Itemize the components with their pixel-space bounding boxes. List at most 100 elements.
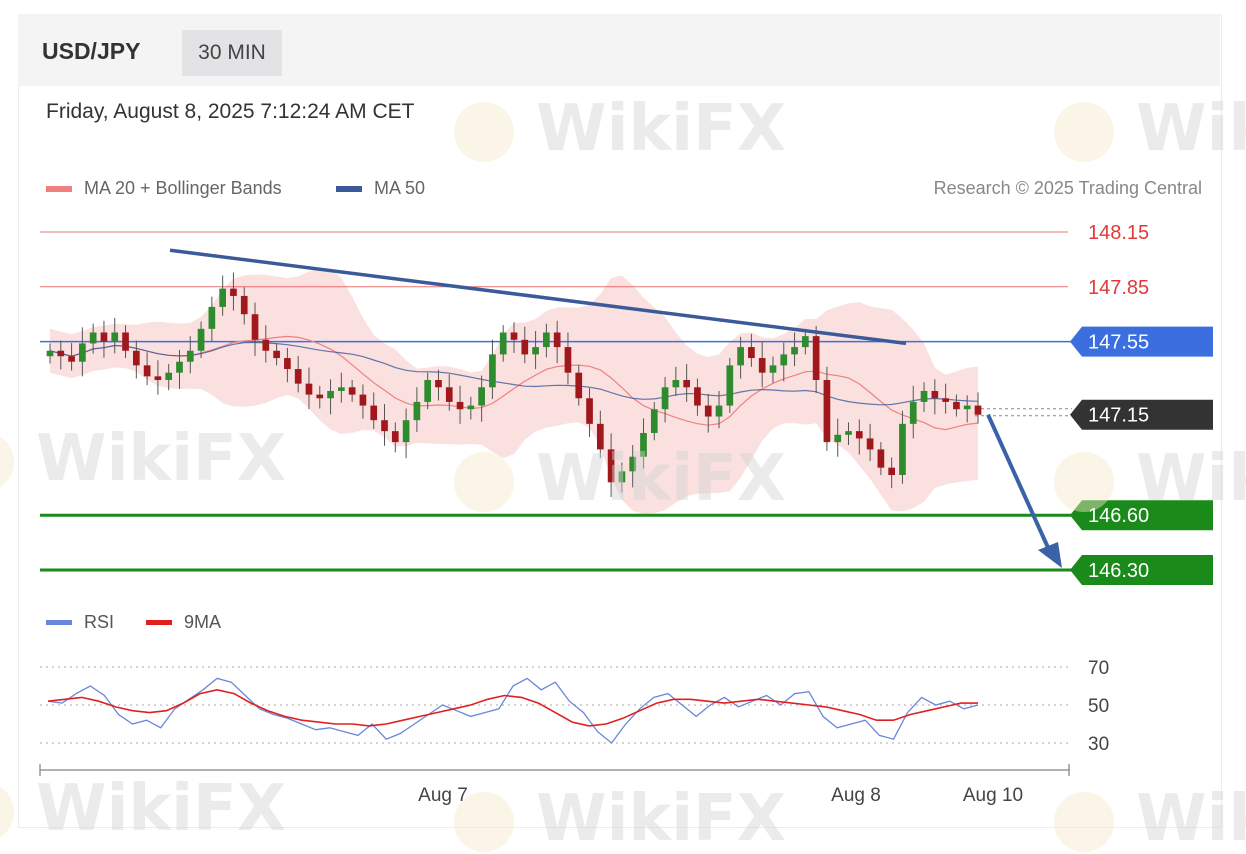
candle-bull <box>834 434 842 443</box>
watermark-logo <box>454 102 514 162</box>
candle-bear <box>143 365 151 377</box>
candle-bull <box>802 336 809 348</box>
research-credit: Research © 2025 Trading Central <box>933 178 1202 198</box>
bollinger-band-area <box>50 267 978 514</box>
candle-bear <box>974 405 982 415</box>
ma50-line <box>49 341 979 406</box>
candle-bear <box>370 405 378 421</box>
legend-9ma-label: 9MA <box>184 612 222 632</box>
candle-bear <box>596 423 604 450</box>
watermark-text: WikiFX <box>36 422 286 496</box>
timeframe-badge[interactable]: 30 MIN <box>182 30 282 76</box>
candle-bull <box>499 332 507 355</box>
x-axis: Aug 7 Aug 8 Aug 10 <box>39 764 1070 806</box>
candle-bear <box>391 431 399 443</box>
candle-bear <box>683 379 690 388</box>
candle-bull <box>543 332 550 348</box>
legend-ma20: MA 20 + Bollinger Bands <box>46 178 282 199</box>
descending-trendline <box>169 248 907 346</box>
watermarks: WikiFX WikiFX WikiFX WikiFX WikiFX WikiFX Wiki… <box>0 92 1246 854</box>
candle-bull <box>176 361 183 373</box>
candle-bear <box>284 358 291 370</box>
watermark-logo <box>1054 452 1114 512</box>
candle-bear <box>704 405 712 417</box>
candle-bull <box>219 288 226 307</box>
watermark-text: WikiFX <box>1136 782 1246 854</box>
candle-bull <box>338 387 345 391</box>
watermark-text: WikiFX <box>1136 442 1246 516</box>
candle-bear <box>273 350 280 359</box>
candle-bull <box>920 390 928 402</box>
resistance-label: 148.15 <box>1088 222 1149 244</box>
legend-ma20-label: MA 20 + Bollinger Bands <box>84 178 282 198</box>
ma9-swatch <box>146 620 172 625</box>
pivot-label: 147.55 <box>1088 332 1149 354</box>
candle-bear <box>942 398 949 402</box>
candle-bear <box>694 387 701 406</box>
candle-bull <box>640 432 647 457</box>
candle-bear <box>230 288 237 296</box>
currency-pair-title: USD/JPY <box>42 38 141 64</box>
x-tick-label: Aug 8 <box>831 785 881 806</box>
candle-bull <box>618 471 626 483</box>
support-label: 146.60 <box>1088 505 1149 527</box>
rsi-panel: 70 50 30 <box>40 658 1109 755</box>
ma20-line <box>49 335 979 431</box>
candle-bull <box>791 347 798 355</box>
watermark-text: WikiFX <box>536 92 786 166</box>
bollinger-bands <box>50 267 978 514</box>
candle-bear <box>154 376 162 380</box>
legend-ma50: MA 50 <box>336 178 425 199</box>
candle-bull <box>715 405 723 417</box>
rsi-tick-label: 50 <box>1088 696 1109 717</box>
candle-bear <box>348 387 356 395</box>
rsi-line <box>47 677 979 744</box>
candle-bear <box>855 431 863 439</box>
candle-bull <box>963 405 971 410</box>
support-label: 146.30 <box>1088 560 1149 582</box>
candle-bear <box>510 332 518 340</box>
candle-bull <box>208 306 216 329</box>
candle-bull <box>186 350 194 362</box>
candle-bear <box>68 356 75 362</box>
legend-rsi-label: RSI <box>84 612 115 632</box>
watermark-logo <box>1054 102 1114 162</box>
candle-bull <box>629 456 637 472</box>
trendline-group <box>169 248 1062 568</box>
candle-bear <box>57 350 65 357</box>
candlesticks <box>46 272 982 497</box>
rsi-9ma-line <box>47 688 978 727</box>
candle-bull <box>672 379 680 388</box>
legend-9ma: 9MA <box>146 612 221 633</box>
candle-bull <box>650 409 658 433</box>
candle-bear <box>305 383 313 395</box>
last-price-label: 147.15 <box>1088 405 1149 427</box>
candle-bear <box>435 379 442 388</box>
candle-bear <box>240 295 248 315</box>
resistance-label: 147.85 <box>1088 277 1149 299</box>
watermark-text: WikiFX <box>1136 92 1246 166</box>
candle-bull <box>478 387 485 406</box>
candle-bull <box>197 328 205 351</box>
candle-bear <box>381 420 388 432</box>
candle-bear <box>758 358 766 373</box>
candle-bull <box>424 379 432 402</box>
moving-averages <box>49 335 979 431</box>
candle-bear <box>122 332 129 351</box>
candle-bull <box>899 423 906 475</box>
watermark-logo <box>454 452 514 512</box>
watermark-logo <box>0 436 14 488</box>
candle-bear <box>953 401 960 410</box>
candle-bull <box>737 347 744 366</box>
candle-bear <box>294 369 302 384</box>
candle-bear <box>564 347 572 373</box>
candle-bull <box>780 354 788 366</box>
rsi-swatch <box>46 620 72 625</box>
forecast-arrow-head <box>1038 542 1062 568</box>
candle-bear <box>445 387 453 402</box>
watermark-text: WikiFX <box>536 442 786 516</box>
forecast-arrow-shaft <box>986 413 1052 553</box>
ma50-swatch <box>336 185 362 192</box>
candle-bull <box>726 365 734 406</box>
